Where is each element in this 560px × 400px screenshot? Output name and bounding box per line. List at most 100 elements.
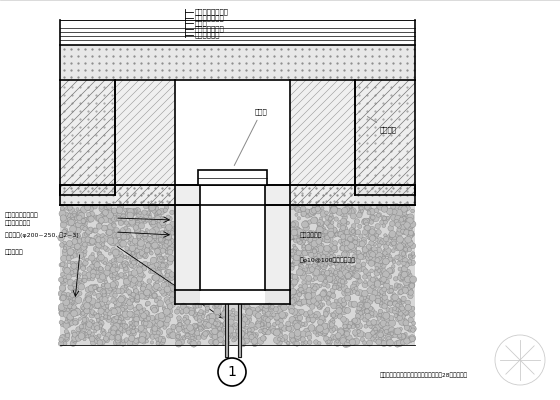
- Circle shape: [101, 284, 106, 289]
- Circle shape: [103, 336, 109, 341]
- Circle shape: [59, 210, 66, 217]
- Circle shape: [121, 234, 127, 240]
- Circle shape: [132, 338, 139, 346]
- Circle shape: [249, 332, 256, 339]
- Circle shape: [114, 285, 118, 288]
- Circle shape: [71, 310, 77, 317]
- Circle shape: [408, 219, 412, 224]
- Circle shape: [69, 249, 75, 255]
- Circle shape: [325, 326, 330, 331]
- Circle shape: [68, 208, 75, 214]
- Circle shape: [244, 338, 249, 344]
- Circle shape: [287, 342, 290, 345]
- Circle shape: [162, 321, 169, 327]
- Circle shape: [408, 284, 412, 288]
- Circle shape: [342, 284, 344, 287]
- Circle shape: [305, 214, 310, 218]
- Circle shape: [116, 207, 123, 214]
- Circle shape: [364, 302, 370, 308]
- Circle shape: [91, 324, 97, 330]
- Circle shape: [137, 275, 143, 282]
- Circle shape: [290, 252, 294, 256]
- Circle shape: [365, 297, 372, 304]
- Circle shape: [248, 336, 254, 342]
- Circle shape: [118, 252, 124, 258]
- Circle shape: [385, 244, 388, 248]
- Circle shape: [68, 304, 72, 309]
- Circle shape: [198, 324, 204, 330]
- Circle shape: [334, 262, 338, 266]
- Circle shape: [405, 206, 410, 210]
- Circle shape: [77, 212, 81, 216]
- Circle shape: [315, 283, 318, 286]
- Circle shape: [362, 290, 368, 297]
- Circle shape: [167, 249, 173, 255]
- Circle shape: [150, 257, 157, 264]
- Circle shape: [317, 247, 321, 251]
- Circle shape: [85, 324, 92, 330]
- Circle shape: [137, 243, 143, 248]
- Circle shape: [128, 209, 135, 216]
- Circle shape: [106, 317, 111, 322]
- Circle shape: [351, 266, 357, 272]
- Circle shape: [81, 304, 87, 311]
- Circle shape: [143, 294, 148, 300]
- Circle shape: [116, 328, 123, 335]
- Circle shape: [132, 315, 139, 322]
- Circle shape: [353, 323, 357, 327]
- Circle shape: [74, 279, 78, 284]
- Circle shape: [353, 244, 357, 248]
- Circle shape: [63, 299, 69, 306]
- Circle shape: [386, 242, 390, 245]
- Circle shape: [294, 317, 301, 324]
- Circle shape: [124, 275, 127, 279]
- Circle shape: [309, 233, 312, 237]
- Circle shape: [155, 308, 158, 312]
- Circle shape: [139, 212, 142, 214]
- Circle shape: [332, 325, 338, 331]
- Circle shape: [118, 319, 123, 324]
- Circle shape: [166, 329, 172, 335]
- Circle shape: [113, 212, 118, 216]
- Circle shape: [289, 285, 294, 290]
- Circle shape: [349, 261, 352, 264]
- Circle shape: [377, 257, 381, 260]
- Circle shape: [72, 339, 75, 342]
- Circle shape: [315, 326, 322, 333]
- Circle shape: [115, 335, 121, 340]
- Circle shape: [344, 213, 347, 216]
- Circle shape: [105, 274, 108, 277]
- Circle shape: [169, 228, 174, 234]
- Circle shape: [331, 227, 337, 233]
- Circle shape: [347, 324, 352, 328]
- Circle shape: [116, 216, 121, 221]
- Circle shape: [354, 318, 361, 325]
- Circle shape: [125, 262, 128, 265]
- Circle shape: [152, 246, 156, 250]
- Circle shape: [342, 298, 346, 302]
- Circle shape: [77, 252, 84, 258]
- Circle shape: [97, 317, 102, 322]
- Circle shape: [74, 263, 79, 268]
- Circle shape: [119, 295, 124, 300]
- Circle shape: [380, 336, 384, 340]
- Circle shape: [374, 260, 379, 265]
- Circle shape: [250, 307, 256, 313]
- Circle shape: [307, 291, 311, 296]
- Circle shape: [95, 270, 100, 274]
- Circle shape: [249, 334, 254, 340]
- Circle shape: [245, 313, 251, 319]
- Circle shape: [176, 338, 180, 342]
- Circle shape: [88, 230, 92, 234]
- Circle shape: [257, 338, 264, 344]
- Circle shape: [273, 306, 278, 312]
- Circle shape: [132, 249, 137, 254]
- Circle shape: [113, 316, 119, 322]
- Circle shape: [67, 316, 71, 320]
- Circle shape: [360, 241, 365, 247]
- Circle shape: [394, 314, 398, 318]
- Circle shape: [65, 332, 70, 337]
- Circle shape: [330, 337, 334, 341]
- Circle shape: [125, 232, 131, 239]
- Circle shape: [333, 336, 337, 340]
